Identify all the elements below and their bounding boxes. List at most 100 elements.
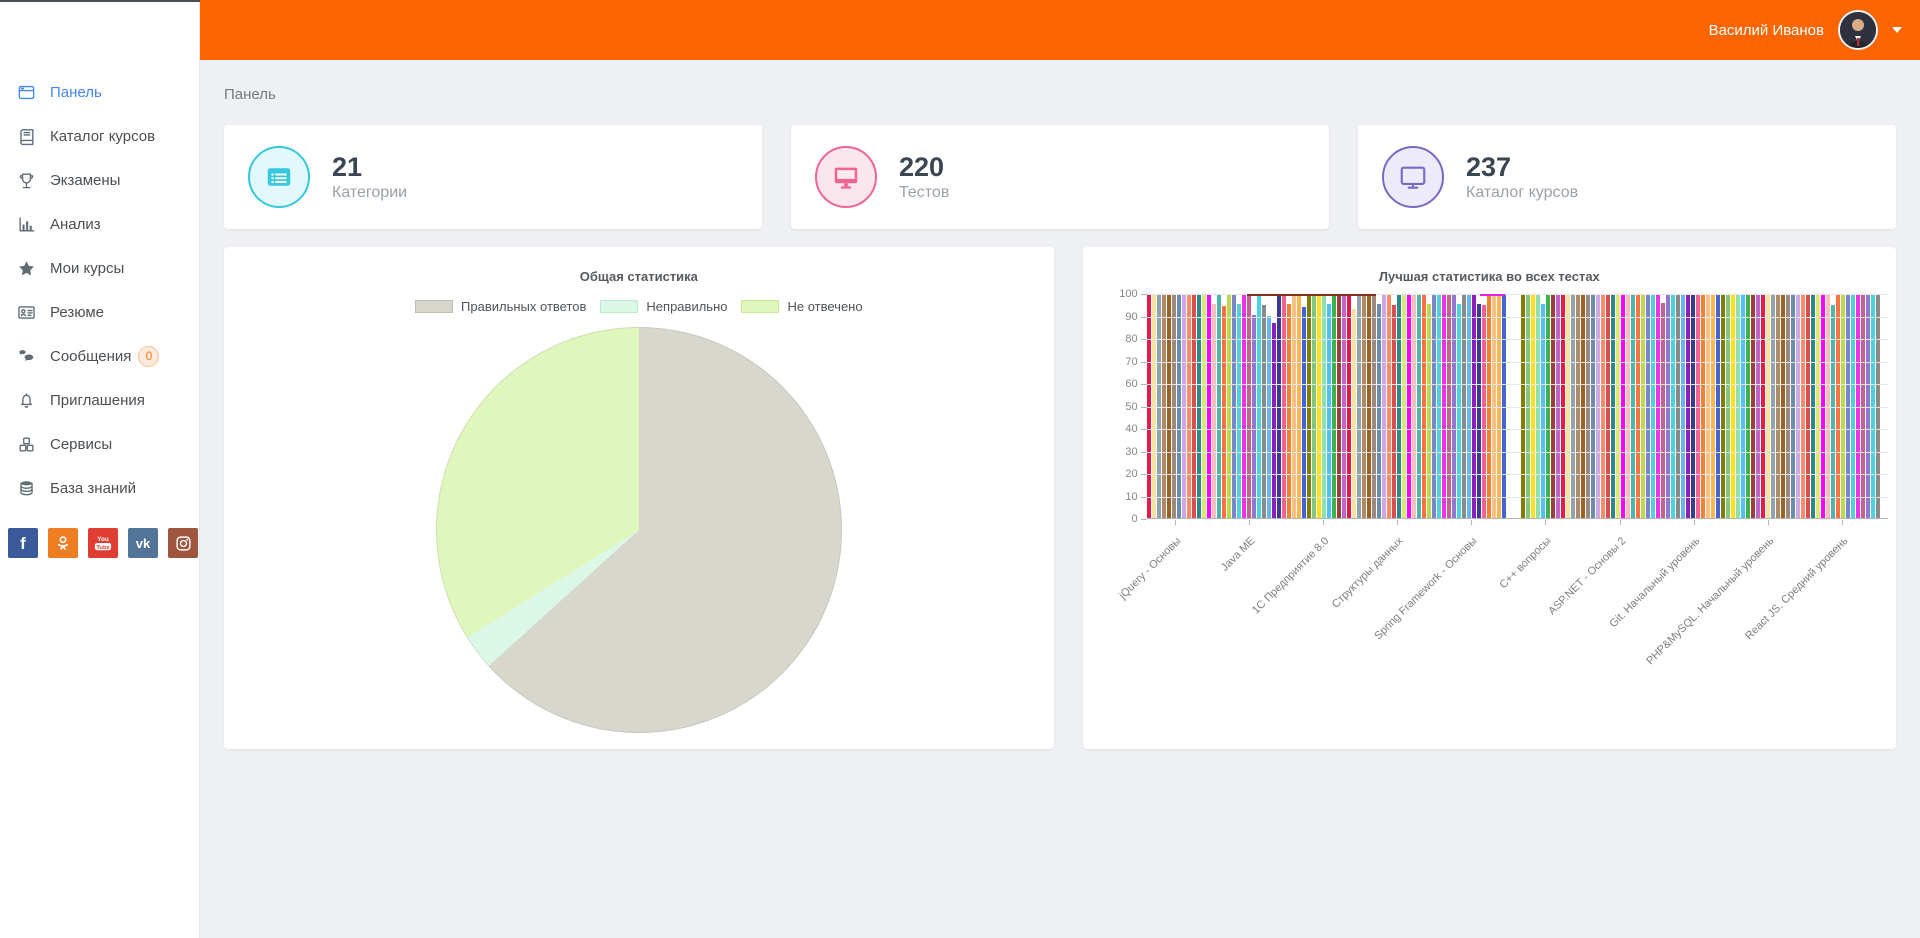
gridline (1146, 474, 1888, 475)
bar (1815, 294, 1820, 518)
gridline (1146, 451, 1888, 453)
bar (1520, 294, 1525, 518)
sidebar-item-cubes[interactable]: Сервисы (0, 422, 199, 466)
legend-swatch (415, 300, 454, 313)
bar (1256, 294, 1261, 518)
bar (1525, 294, 1530, 518)
bar (1286, 304, 1291, 518)
user-name[interactable]: Василий Иванов (1708, 21, 1824, 39)
sidebar-item-comments[interactable]: Сообщения 0 (0, 334, 199, 378)
bar (1166, 294, 1171, 518)
legend-label: Не отвечено (787, 299, 863, 314)
bar (1226, 294, 1231, 518)
bar (1441, 294, 1446, 518)
y-tick-label: 0 (1131, 513, 1138, 525)
youtube-icon[interactable]: You Tube (88, 528, 118, 558)
sidebar-item-label: Анализ (50, 215, 101, 233)
sidebar-item-bell[interactable]: Приглашения (0, 378, 199, 422)
bar (1416, 294, 1421, 518)
facebook-icon[interactable]: f (8, 528, 38, 558)
gridline (1146, 406, 1888, 408)
bars (1146, 294, 1888, 518)
sidebar-item-label: Резюме (50, 303, 104, 321)
bar (1366, 294, 1371, 518)
sidebar-item-label: Сервисы (50, 435, 113, 453)
bar (1496, 294, 1501, 518)
sidebar-item-id-card[interactable]: Резюме (0, 290, 199, 334)
sidebar-item-star[interactable]: Мои курсы (0, 246, 199, 290)
bar (1246, 294, 1251, 518)
bar (1231, 294, 1236, 518)
chevron-down-icon[interactable] (1892, 27, 1902, 33)
bar (1710, 294, 1715, 518)
bar (1730, 294, 1735, 518)
main-content: Панель 21 Категории 220 Тестов 237 Каталог ку… (200, 60, 1920, 938)
bar (1261, 305, 1266, 518)
bar (1456, 304, 1461, 518)
bar (1301, 307, 1306, 518)
sidebar-item-book[interactable]: Каталог курсов (0, 114, 199, 158)
bar (1800, 294, 1805, 518)
stat-card-text: 220 Тестов (899, 152, 949, 201)
bar (1685, 294, 1690, 518)
bar (1715, 294, 1720, 518)
legend-swatch (600, 300, 639, 313)
bar (1181, 294, 1186, 518)
x-tick (1842, 520, 1844, 525)
bar (1680, 294, 1685, 518)
bar (1391, 305, 1396, 518)
bar (1461, 294, 1466, 518)
bar (1790, 294, 1795, 518)
bar (1810, 294, 1815, 518)
x-axis-labels: jQuery - Основы Java ME 1С Предприятие 8.0… (1117, 529, 1888, 729)
y-tick (1140, 361, 1147, 363)
bar (1705, 294, 1710, 518)
y-tick-label: 70 (1125, 355, 1138, 368)
y-tick (1140, 406, 1147, 408)
bar (1820, 294, 1825, 518)
sidebar-item-database[interactable]: База знаний (0, 466, 199, 510)
bar (1321, 294, 1326, 518)
bar (1615, 294, 1620, 518)
stat-card-тестов: 220 Тестов (791, 125, 1329, 229)
bar (1361, 294, 1366, 518)
stat-value: 220 (899, 152, 945, 183)
y-tick-label: 40 (1125, 423, 1138, 435)
x-tick (1248, 520, 1250, 525)
bar-chart-card: Лучшая статистика во всех тестах 0 10 20 30… (1082, 247, 1896, 749)
bar (1191, 294, 1196, 518)
bar (1530, 294, 1535, 518)
vk-icon[interactable]: vk (128, 528, 158, 558)
bar (1600, 294, 1605, 518)
bar (1316, 294, 1321, 518)
bar (1585, 294, 1590, 518)
bar (1575, 294, 1580, 518)
instagram-icon[interactable] (168, 528, 198, 558)
bar (1396, 294, 1401, 518)
bar (1206, 294, 1211, 518)
bar (1875, 294, 1880, 518)
bar (1610, 294, 1615, 518)
sidebar-item-label: Приглашения (50, 391, 145, 409)
sidebar-item-trophy[interactable]: Экзамены (0, 158, 199, 202)
x-tick-label: jQuery - Основы (1116, 535, 1184, 602)
stat-card-каталог-курсов: 237 Каталог курсов (1358, 125, 1896, 229)
bar (1311, 294, 1316, 518)
bar (1331, 294, 1336, 518)
bar (1401, 294, 1406, 518)
sidebar-item-dashboard[interactable]: Панель (0, 70, 199, 114)
bar (1550, 294, 1555, 518)
gridline (1146, 294, 1888, 295)
bar (1770, 294, 1775, 518)
avatar[interactable] (1838, 10, 1878, 50)
bar (1436, 294, 1441, 518)
bar (1570, 294, 1575, 518)
sidebar-item-chart[interactable]: Анализ (0, 202, 199, 246)
legend-item: Неправильно (600, 299, 727, 314)
bar (1855, 294, 1860, 518)
bar (1655, 294, 1660, 518)
odnoklassniki-icon[interactable] (48, 528, 78, 558)
sidebar-item-label: Каталог курсов (50, 127, 156, 145)
y-tick (1140, 339, 1147, 340)
bar (1695, 294, 1700, 518)
